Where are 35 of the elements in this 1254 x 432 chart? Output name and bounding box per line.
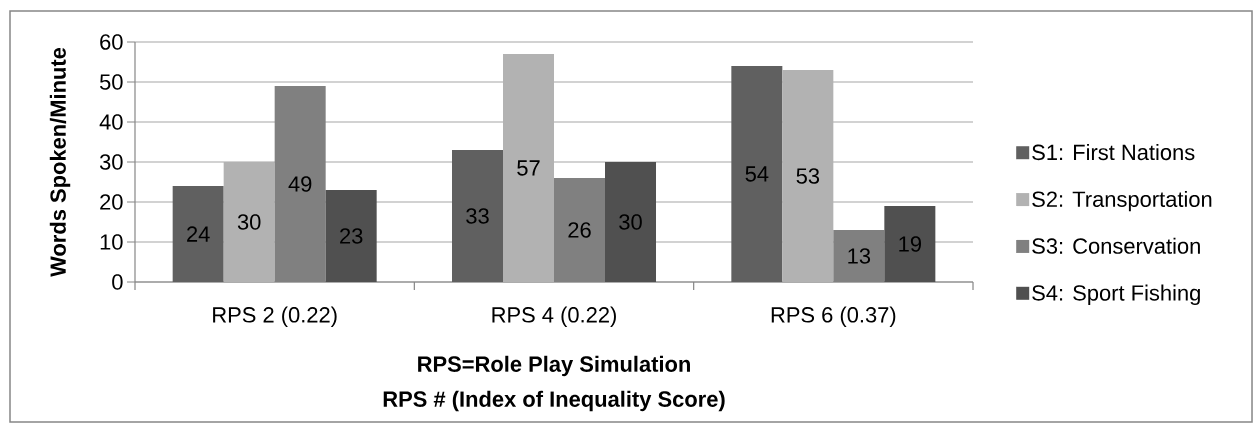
y-tick-label: 60	[100, 34, 123, 50]
data-label: 53	[796, 168, 820, 184]
data-label: 24	[187, 226, 210, 242]
y-tick-label: 40	[99, 114, 123, 130]
data-label: 49	[288, 176, 312, 192]
data-label: 23	[340, 228, 363, 244]
data-label: 33	[466, 208, 489, 224]
bar	[325, 190, 377, 282]
y-tick-label: 30	[99, 154, 123, 170]
y-tick-label: 50	[99, 74, 123, 90]
x-axis-title: RPS # (Index of Inequality Score)	[383, 390, 725, 412]
data-label: 30	[237, 214, 261, 230]
text: RPS=Role Play Simulation	[418, 355, 690, 377]
x-tick-label: RPS 6 (0.37)	[771, 306, 896, 327]
data-label: 57	[517, 160, 540, 176]
bar	[172, 186, 224, 282]
x-tick-label: RPS 2 (0.22)	[213, 306, 337, 327]
bar	[605, 162, 656, 282]
y-tick-label: 20	[100, 194, 123, 210]
bar	[452, 150, 503, 282]
bar	[731, 66, 783, 282]
legend-label: S2: Transportation	[1032, 190, 1212, 212]
data-label: 54	[745, 166, 769, 182]
data-label: 13	[848, 248, 871, 264]
y-tick-label: 0	[112, 274, 123, 290]
legend-label: S1: First Nations	[1032, 144, 1195, 161]
legend-label: S4: Sport Fishing	[1032, 284, 1200, 306]
bar	[884, 206, 936, 282]
y-tick-label: 10	[100, 234, 123, 250]
data-label: 19	[899, 236, 921, 252]
legend-label: S3: Conservation	[1032, 237, 1200, 254]
data-label: 26	[568, 222, 591, 238]
data-label: 30	[619, 214, 642, 230]
y-axis-title: Words Spoken/Minute	[49, 47, 71, 277]
x-tick-label: RPS 4 (0.22)	[492, 306, 616, 327]
